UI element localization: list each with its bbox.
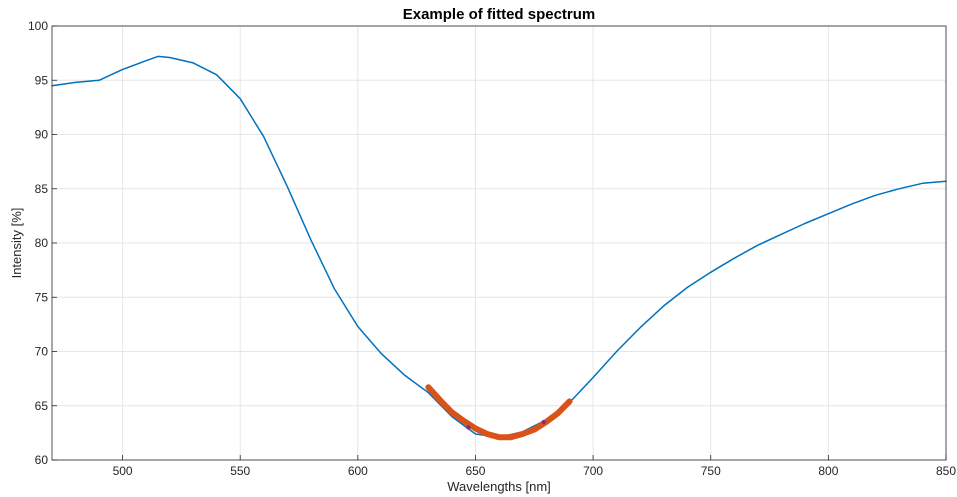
x-tick-label: 850 — [936, 464, 956, 478]
x-tick-label: 650 — [465, 464, 485, 478]
x-tick-label: 550 — [230, 464, 250, 478]
y-tick-label: 65 — [35, 399, 49, 413]
y-tick-label: 90 — [35, 128, 49, 142]
x-tick-label: 750 — [701, 464, 721, 478]
ticks: 500 550 600 650 700 750 800 850 60 65 70 75 80 85 90 95… — [28, 19, 956, 478]
fit-marker-point — [466, 425, 471, 430]
x-tick-label: 800 — [818, 464, 838, 478]
y-tick-label: 100 — [28, 19, 48, 33]
y-axis-label: Intensity [%] — [9, 208, 24, 279]
y-tick-label: 75 — [35, 290, 49, 304]
fit-marker-point — [541, 419, 546, 425]
series-layer — [51, 55, 947, 441]
y-tick-label: 95 — [35, 73, 49, 87]
y-tick-label: 70 — [35, 345, 49, 359]
chart-title: Example of fitted spectrum — [403, 6, 596, 23]
x-tick-label: 500 — [113, 464, 133, 478]
y-tick-label: 60 — [35, 453, 49, 467]
y-tick-label: 80 — [35, 236, 49, 250]
fitted-curve-line — [425, 384, 573, 441]
x-tick-label: 700 — [583, 464, 603, 478]
x-tick-label: 600 — [348, 464, 368, 478]
x-axis-label: Wavelengths [nm] — [447, 479, 551, 494]
y-tick-label: 85 — [35, 182, 49, 196]
